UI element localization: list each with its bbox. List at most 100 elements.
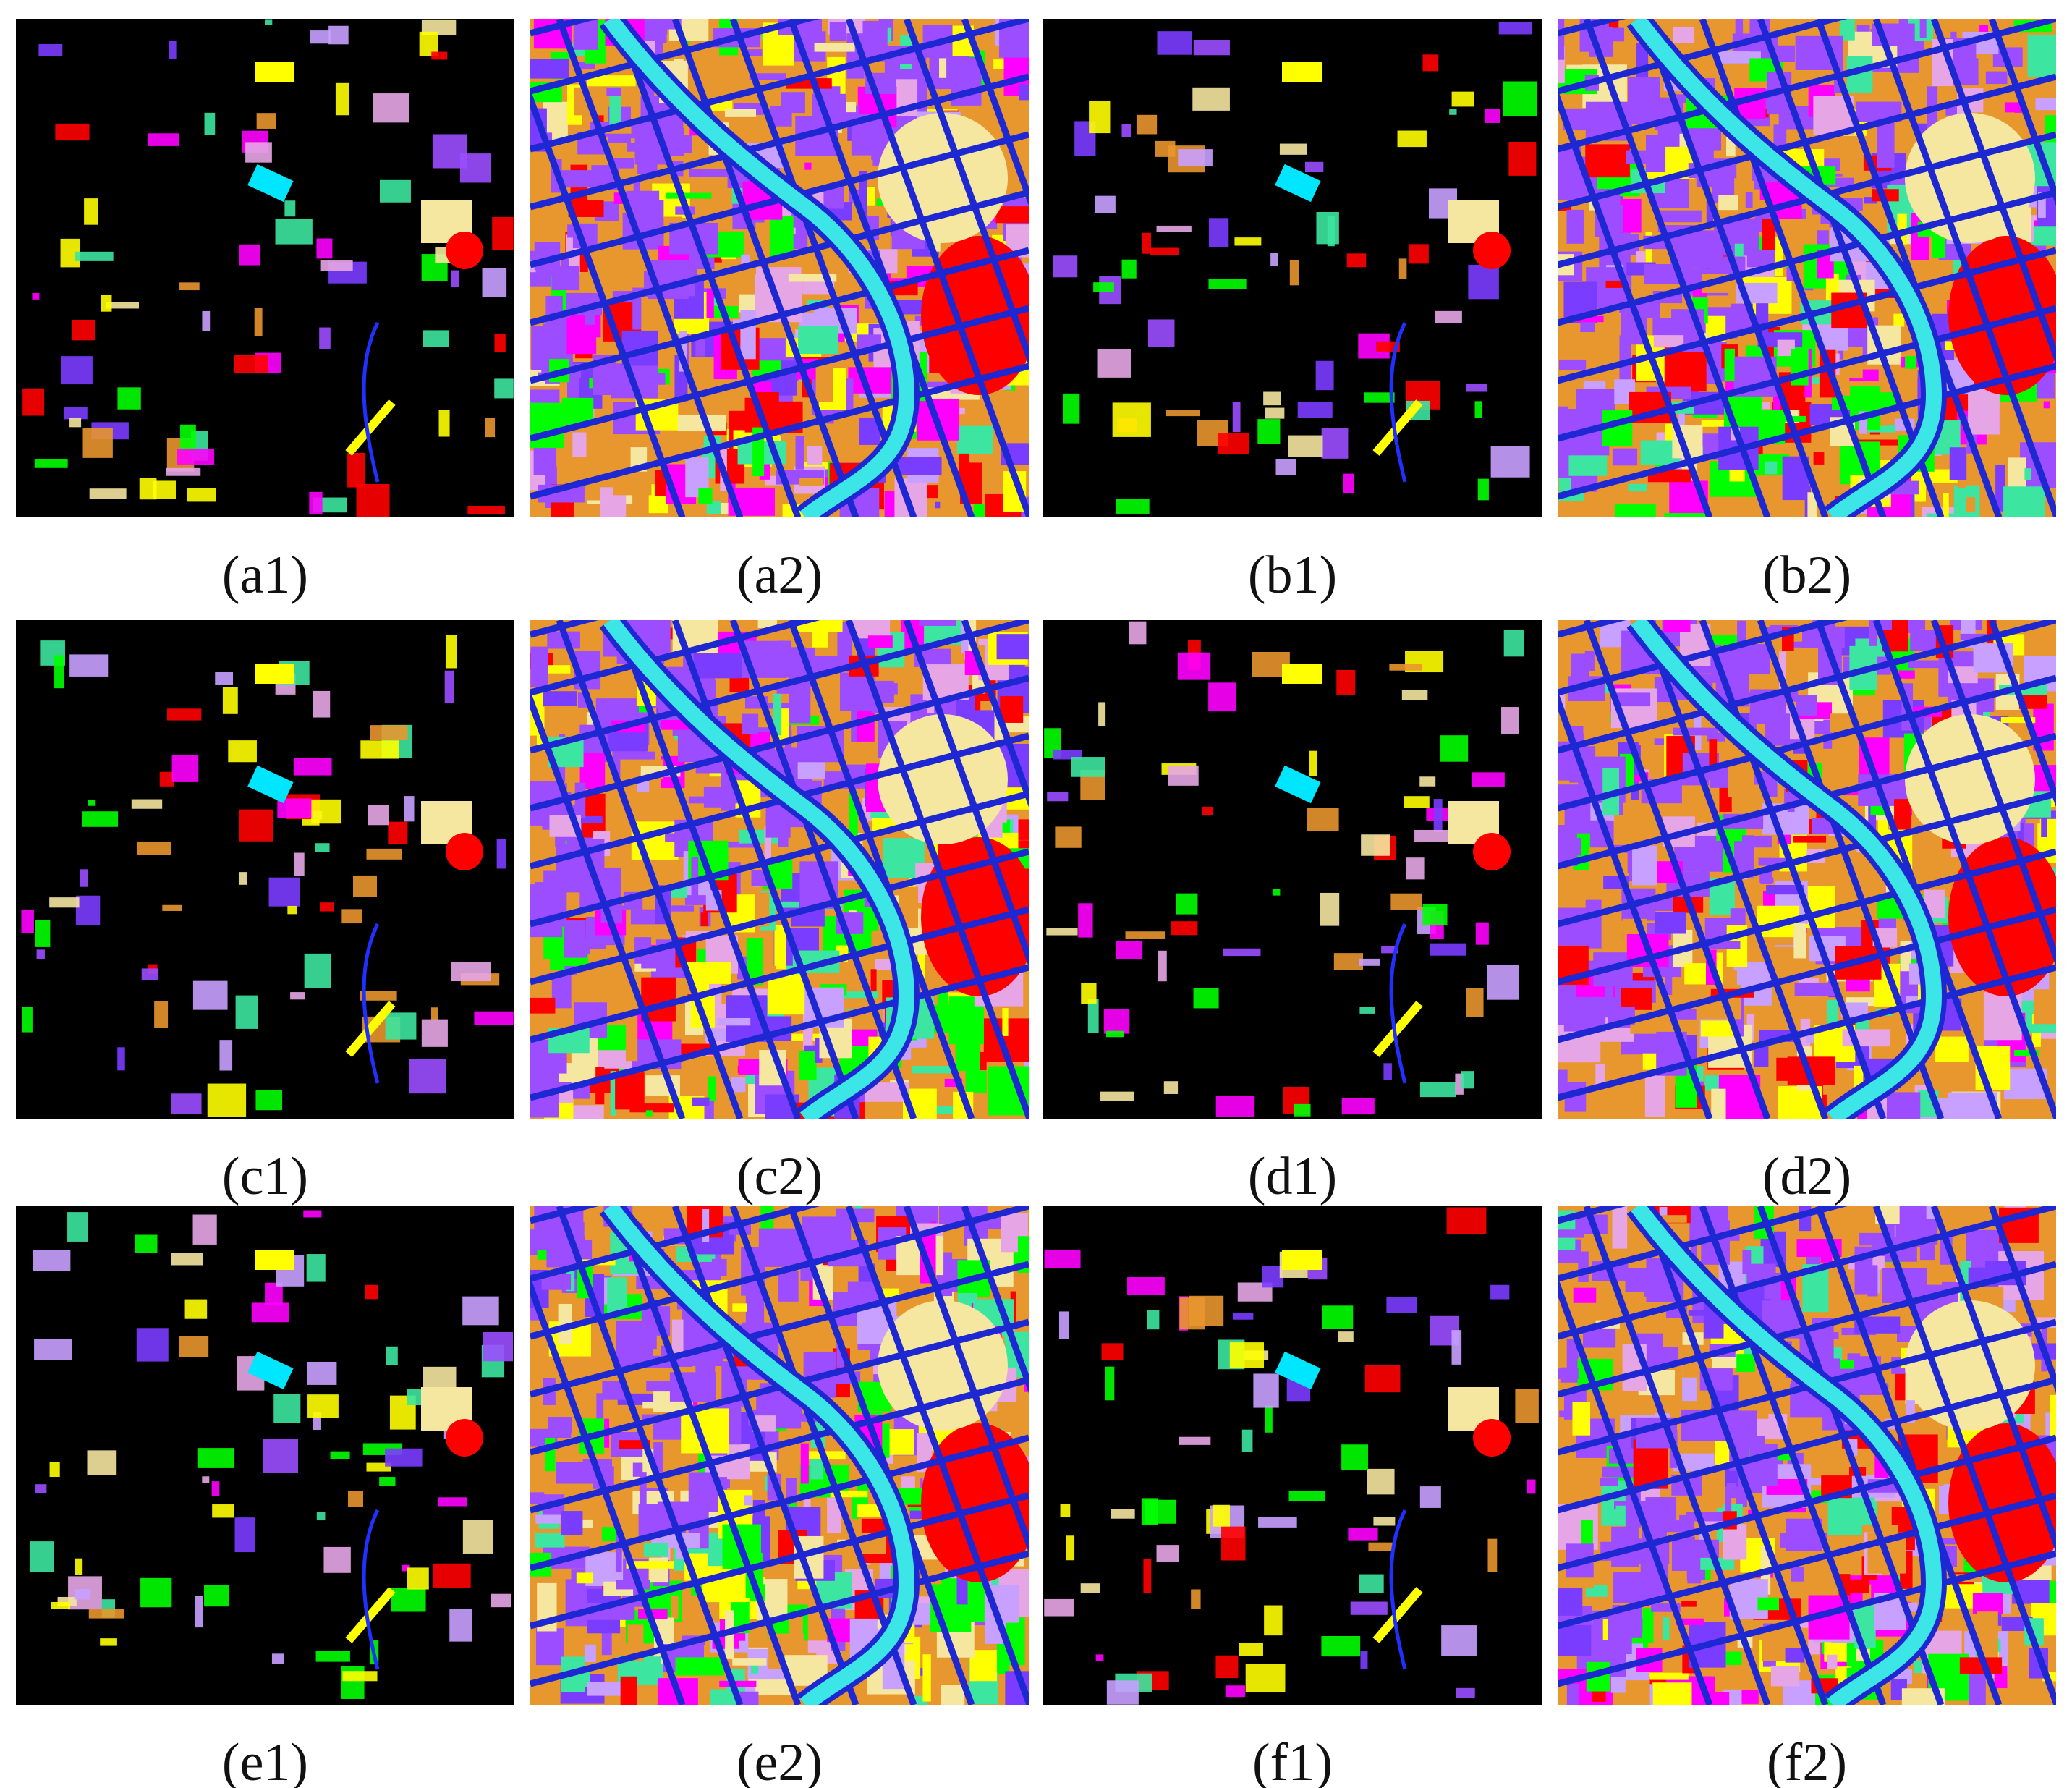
sample-patch [315, 843, 330, 852]
class-patch [1688, 1310, 1714, 1316]
sample-patch [69, 654, 109, 677]
class-patch [577, 62, 595, 69]
sample-patch [1081, 983, 1097, 1004]
sample-patch [171, 754, 199, 782]
sample-patch [1060, 1504, 1071, 1517]
class-patch [1700, 1020, 1736, 1037]
sample-patch [202, 310, 211, 331]
sample-patch [1359, 1007, 1375, 1014]
class-patch [1885, 1206, 1894, 1246]
sample-patch [1097, 349, 1131, 378]
sample-patch [212, 1504, 234, 1518]
sample-patch [451, 270, 459, 287]
class-patch [1708, 941, 1741, 949]
sample-patch [101, 295, 112, 312]
sample-patch [1245, 1664, 1286, 1692]
sample-patch [1157, 31, 1192, 55]
sample-patch [1446, 1207, 1487, 1234]
class-patch [1636, 43, 1649, 88]
classification-map [530, 1206, 1029, 1705]
sample-patch [491, 1593, 511, 1608]
sample-patch [1044, 1598, 1074, 1617]
sample-patch [1341, 1444, 1368, 1470]
sample-patch [1389, 663, 1422, 671]
road [1872, 19, 2056, 517]
class-patch [1558, 170, 1587, 200]
road [1558, 1492, 2056, 1630]
sample-patch [370, 725, 408, 740]
sample-patch [445, 635, 458, 669]
class-patch [815, 1038, 823, 1063]
class-patch [1893, 313, 1905, 327]
sample-patch [1232, 402, 1241, 433]
road [729, 1206, 917, 1705]
road [1699, 1206, 1887, 1705]
class-patch [1605, 976, 1613, 1016]
panel-label: (b2) [1762, 546, 1851, 605]
sample-patch [315, 1651, 350, 1662]
sample-patch [1503, 630, 1524, 657]
class-patch [1733, 962, 1769, 970]
class-patch [769, 216, 794, 258]
class-patch [914, 315, 923, 326]
road [1558, 1206, 1848, 1282]
class-patch [774, 925, 786, 970]
sample-patch [263, 1439, 299, 1473]
sample-patch [135, 1234, 158, 1253]
class-patch [1678, 230, 1723, 268]
sample-patch [1515, 1389, 1539, 1423]
road [1988, 19, 2056, 206]
class-patch [836, 991, 878, 999]
class-patch [1655, 912, 1686, 934]
class-patch [764, 826, 772, 866]
class-patch [1558, 691, 1566, 710]
sample-patch [1304, 161, 1324, 173]
sample-patch [1047, 792, 1069, 802]
sample-patch [1046, 928, 1078, 936]
sample-patch [1191, 1589, 1201, 1609]
road [1558, 620, 1848, 696]
sample-patch [303, 1210, 322, 1218]
sample-patch [179, 1336, 209, 1357]
road [530, 1276, 686, 1705]
class-patch [717, 1017, 751, 1026]
class-patch [848, 367, 897, 394]
class-patch [2043, 401, 2050, 409]
road [787, 1206, 975, 1705]
class-patch [941, 1685, 965, 1705]
sample-patch [84, 198, 98, 225]
road [530, 964, 1029, 1101]
class-patch [675, 1657, 724, 1676]
sample-patch [265, 19, 273, 25]
road [1757, 620, 1945, 1119]
class-patch [1969, 1674, 1986, 1705]
sample-patch [1322, 1305, 1354, 1329]
road [1583, 19, 1771, 517]
sample-patch [328, 25, 349, 45]
class-patch [1827, 1654, 1838, 1669]
class-patch [586, 75, 636, 87]
sample-patch [34, 459, 68, 468]
class-patch [1793, 746, 1807, 754]
sample-patch [136, 841, 171, 855]
sample-patch [287, 905, 297, 915]
sample-patch [1179, 1436, 1211, 1445]
class-patch [931, 1020, 976, 1030]
class-patch [700, 912, 709, 927]
class-patch [602, 126, 632, 134]
class-patch [859, 171, 867, 217]
class-patch [615, 1072, 645, 1110]
road [787, 620, 975, 1119]
sample-patch [311, 799, 341, 824]
class-patch [711, 1258, 727, 1276]
sample-patch [177, 449, 215, 465]
class-patch [724, 109, 757, 117]
class-patch [996, 634, 1029, 660]
class-patch [642, 1402, 655, 1409]
sample-patch [75, 895, 101, 925]
class-patch [1734, 243, 1744, 259]
sample-patch [1282, 1250, 1322, 1270]
sample-patch [388, 821, 408, 844]
sample-patch [1461, 1071, 1474, 1089]
class-patch [1657, 210, 1702, 223]
